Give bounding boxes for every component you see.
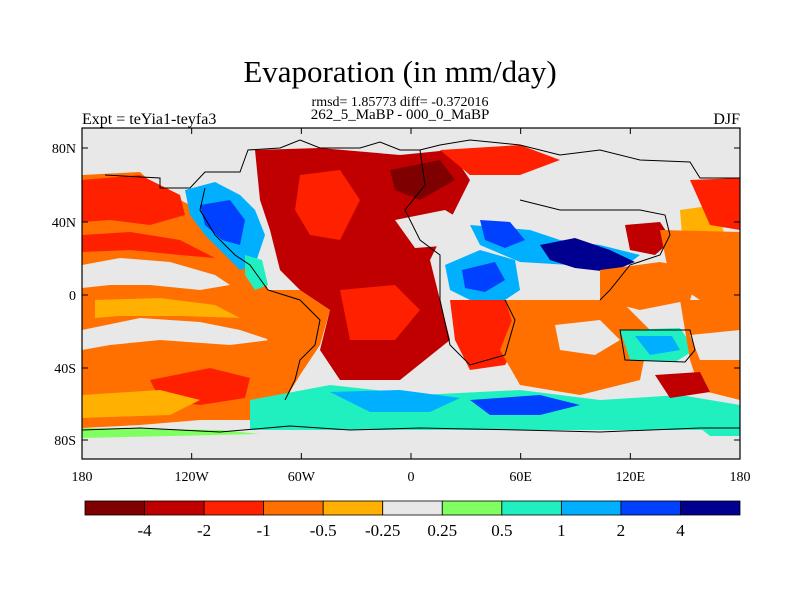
eurasia-white-land (470, 160, 710, 215)
southern-ocean-blue (330, 390, 460, 412)
colorbar-label: -4 (137, 521, 152, 540)
y-tick-label: 80N (52, 142, 76, 157)
atlantic-red-south (340, 285, 420, 340)
colorbar-label: 4 (676, 521, 685, 540)
coastline-atlantic-east (404, 149, 516, 366)
colorbar-label: 0.25 (427, 521, 457, 540)
x-tick-label: 0 (408, 470, 415, 485)
plot-statistics: rmsd= 1.85773 diff= -0.372016 (311, 95, 489, 110)
indian-ocean-white (555, 320, 620, 355)
colorbar-label: -0.25 (365, 521, 400, 540)
colorbar-label: 2 (617, 521, 626, 540)
colorbar-segment (501, 500, 562, 516)
southwest-pacific-white (690, 330, 740, 360)
africa-blue-core (462, 262, 505, 292)
x-tick-label: 60E (509, 470, 532, 485)
colorbar-segment (441, 500, 503, 516)
coastline-north (104, 139, 740, 189)
south-america-land (255, 290, 330, 400)
atlantic-darkest-core (390, 160, 455, 200)
coastline-antarctica (82, 425, 740, 433)
colorbar-label: 0.5 (491, 521, 512, 540)
colorbar-label: -2 (197, 521, 211, 540)
season-label: DJF (713, 111, 740, 128)
coastline-asia (519, 199, 671, 301)
australia-blue-core (635, 336, 680, 355)
antarctic-green-strip (82, 428, 260, 438)
coastline-australia (619, 329, 696, 363)
colorbar-label: 1 (557, 521, 566, 540)
x-tick-label: 180 (730, 470, 751, 485)
coastline-americas (199, 187, 321, 401)
pacific-white-streak-south (82, 318, 270, 350)
x-tick-label: 180 (72, 470, 93, 485)
southern-ocean-dark-blue (470, 395, 580, 415)
colorbar-segment (203, 500, 265, 516)
experiment-label: Expt = teYia1-teyfa3 (82, 111, 217, 128)
colorbar-segment (84, 500, 145, 516)
colorbar: -4 -2 -1 -0.5 -0.25 0.25 0.5 1 2 4 (84, 500, 741, 540)
plot-subtitle: 262_5_MaBP - 000_0_MaBP (310, 107, 490, 123)
pacific-white-streak-north (82, 258, 230, 290)
colorbar-segment (620, 500, 681, 516)
eurasia-dark-blue-band (540, 238, 635, 272)
map-field (82, 128, 740, 459)
y-tick-label: 0 (69, 289, 76, 304)
x-tick-label: 120W (175, 470, 210, 485)
east-edge-red (690, 178, 740, 230)
southern-ocean-yellow-west (82, 390, 200, 418)
y-tick-label: 80S (54, 434, 76, 449)
colorbar-segment (144, 500, 205, 516)
eurasia-blue-patches (480, 220, 525, 248)
atlantic-white-patch (395, 210, 470, 248)
antarctic-white (82, 430, 740, 459)
x-tick-label: 120E (616, 470, 646, 485)
pacific-yellow-patch (95, 298, 240, 318)
colorbar-segment (560, 500, 622, 516)
colorbar-segment (382, 500, 443, 516)
east-edge-orange (660, 230, 740, 300)
pacific-red-streak (82, 232, 215, 258)
colorbar-label: -0.5 (310, 521, 337, 540)
plot-title: Evaporation (in mm/day) (243, 54, 557, 89)
colorbar-segment (263, 500, 324, 516)
colorbar-segment (680, 500, 741, 516)
north-america-dark-blue (200, 200, 245, 245)
y-tick-label: 40S (54, 362, 76, 377)
atlantic-red-tongue (295, 170, 360, 240)
x-tick-label: 60W (288, 470, 316, 485)
eurasia-red-north (440, 145, 560, 175)
colorbar-segment (322, 500, 384, 516)
coastlines (82, 139, 740, 433)
y-tick-label: 40N (52, 216, 76, 231)
axes: 180 120W 60W 0 60E 120E 180 80N 40N 0 40S 80S (52, 128, 751, 485)
colorbar-label: -1 (257, 521, 271, 540)
southern-ocean-red-patch (655, 372, 710, 398)
pacific-red-band (82, 175, 185, 225)
